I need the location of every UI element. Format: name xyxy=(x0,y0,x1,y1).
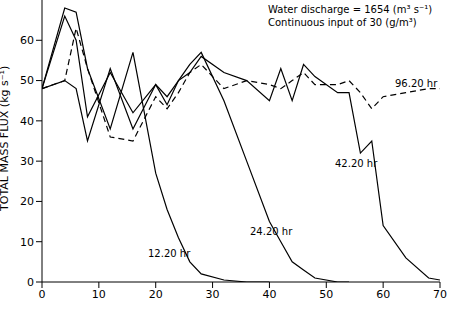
html-text:Water discharge = 1654 (m³ s⁻¹: Water discharge = 1654 (m³ s⁻¹) xyxy=(268,4,433,15)
html-text:42.20 hr: 42.20 hr xyxy=(335,158,378,169)
svg-text:30: 30 xyxy=(20,155,34,168)
svg-text:40: 40 xyxy=(20,115,34,128)
svg-text:60: 60 xyxy=(376,288,390,301)
html-text:24.20 hr: 24.20 hr xyxy=(250,226,293,237)
svg-text:0: 0 xyxy=(39,288,46,301)
svg-text:0: 0 xyxy=(27,276,34,289)
svg-text:TOTAL MASS FLUX (kg s⁻¹): TOTAL MASS FLUX (kg s⁻¹) xyxy=(8,66,11,212)
svg-text:40: 40 xyxy=(262,288,276,301)
svg-text:20: 20 xyxy=(20,195,34,208)
svg-text:30: 30 xyxy=(206,288,220,301)
html-text:12.20 hr: 12.20 hr xyxy=(148,248,191,259)
svg-text:50: 50 xyxy=(20,74,34,87)
html-text:Continuous input of 30 (g/m³): Continuous input of 30 (g/m³) xyxy=(268,17,417,28)
html-text:96.20 hr: 96.20 hr xyxy=(395,78,438,89)
svg-text:60: 60 xyxy=(20,34,34,47)
svg-text:10: 10 xyxy=(20,236,34,249)
svg-text:10: 10 xyxy=(92,288,106,301)
svg-text:70: 70 xyxy=(433,288,442,301)
svg-text:20: 20 xyxy=(149,288,163,301)
svg-text:50: 50 xyxy=(319,288,333,301)
